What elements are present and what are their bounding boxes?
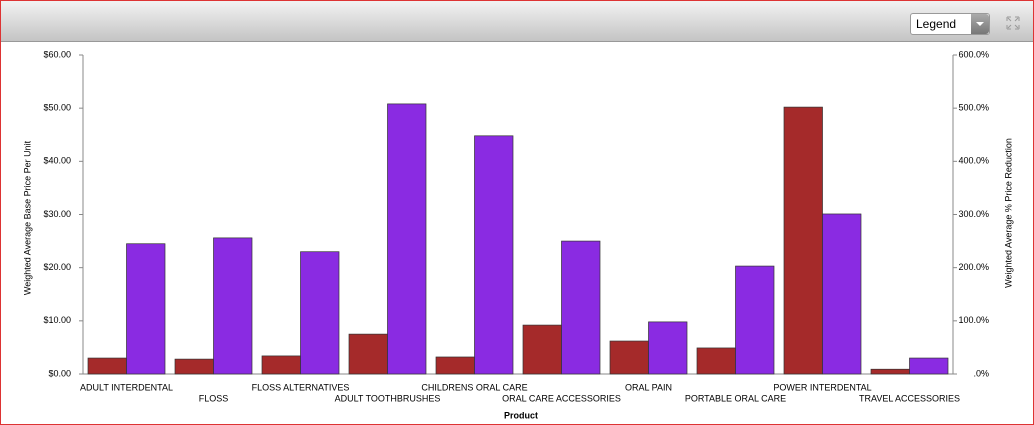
y-axis-title: Weighted Average Base Price Per Unit [22,140,32,295]
x-tick-label: PORTABLE ORAL CARE [685,393,786,403]
x-tick-label: ADULT TOOTHBRUSHES [335,393,441,403]
y-tick-label: $0.00 [48,368,71,378]
y2-tick-label: 200.0% [958,262,989,272]
y2-axis-title: Weighted Average % Price Reduction [1003,138,1013,288]
bar [387,103,427,375]
y-tick-label: $30.00 [43,209,71,219]
y2-tick-label: 400.0% [958,156,989,166]
bar [174,358,214,375]
toolbar: Legend [1,1,1033,42]
x-axis-title: Product [504,410,538,420]
bar [870,368,910,375]
bar [735,265,775,375]
y2-tick-label: 500.0% [958,103,989,113]
legend-select[interactable]: Legend [910,13,990,35]
bar [561,240,601,375]
x-tick-label: ORAL CARE ACCESSORIES [502,393,621,403]
bar [435,356,475,375]
x-tick-label: ADULT INTERDENTAL [80,382,173,392]
bar [213,237,253,375]
y-tick-label: $10.00 [43,315,71,325]
bar [474,135,514,375]
x-tick-label: POWER INTERDENTAL [773,382,871,392]
x-tick-label: FLOSS [199,393,229,403]
y-tick-label: $20.00 [43,262,71,272]
bar [87,357,127,375]
x-tick-label: FLOSS ALTERNATIVES [252,382,350,392]
bar [696,347,736,375]
x-tick-label: TRAVEL ACCESSORIES [859,393,960,403]
y-tick-label: $60.00 [43,49,71,59]
y2-tick-label: 600.0% [958,49,989,59]
expand-icon[interactable] [1006,16,1020,30]
y-tick-label: $50.00 [43,103,71,113]
x-tick-label: ORAL PAIN [625,382,672,392]
y2-tick-label: .0% [973,368,989,378]
y2-tick-label: 100.0% [958,315,989,325]
legend-select-label: Legend [916,17,957,31]
bar [909,357,949,375]
bar [261,355,301,375]
bar [609,340,649,375]
bar [126,243,166,375]
bar [648,321,688,375]
y2-tick-label: 300.0% [958,209,989,219]
bar [300,251,340,375]
bar [822,213,862,375]
x-tick-label: CHILDRENS ORAL CARE [421,382,527,392]
bar [348,333,388,375]
y-tick-label: $40.00 [43,156,71,166]
bar [783,106,823,375]
bar [522,324,562,375]
